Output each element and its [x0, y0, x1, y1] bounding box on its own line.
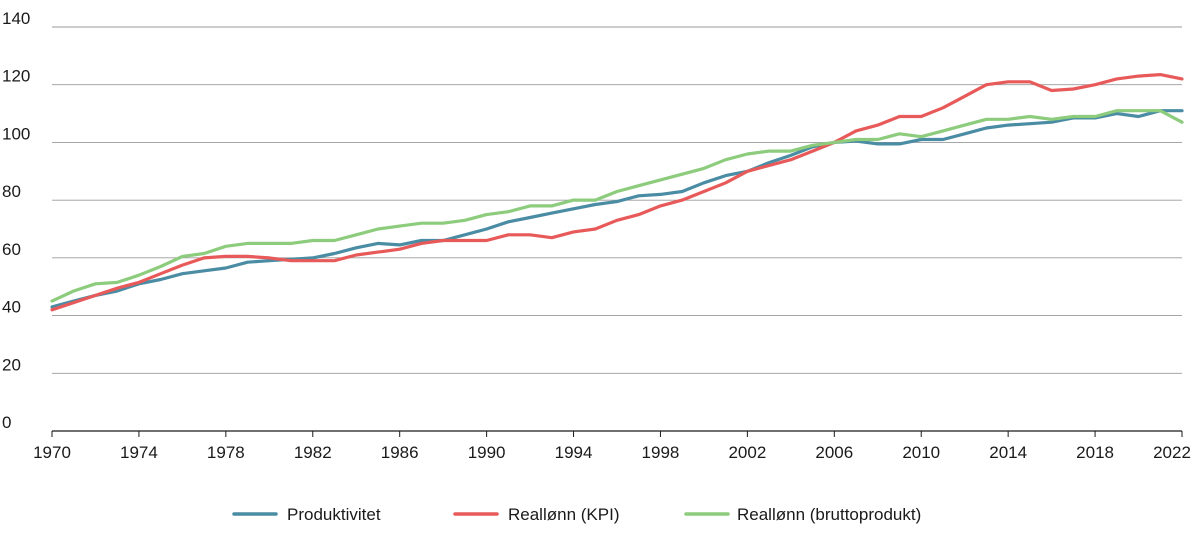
- x-tick-label: 2006: [815, 443, 853, 462]
- legend-label: Reallønn (bruttoprodukt): [737, 505, 921, 524]
- x-tick-label: 1970: [33, 443, 71, 462]
- x-tick-label: 1974: [120, 443, 158, 462]
- x-tick-label: 1978: [207, 443, 245, 462]
- legend-item: Produktivitet: [232, 505, 381, 524]
- series-line-produktivitet: [50, 109, 1184, 309]
- x-tick-label: 2010: [902, 443, 940, 462]
- x-tick-label: 2002: [728, 443, 766, 462]
- y-axis-ticks: 0 20 40 60 80 100 120 140: [2, 9, 30, 432]
- legend: Produktivitet Reallønn (KPI) Reallønn (bru…: [232, 505, 921, 524]
- legend-label: Produktivitet: [287, 505, 381, 524]
- x-tick-label: 2014: [989, 443, 1027, 462]
- y-tick-label: 120: [2, 67, 30, 86]
- x-tick-label: 2018: [1076, 443, 1114, 462]
- x-tick-label: 1994: [555, 443, 593, 462]
- y-tick-label: 0: [2, 413, 11, 432]
- legend-item: Reallønn (KPI): [453, 505, 619, 524]
- y-tick-label: 40: [2, 298, 21, 317]
- grid-lines: [52, 26, 1182, 432]
- legend-label: Reallønn (KPI): [508, 505, 619, 524]
- x-tick-label: 1998: [642, 443, 680, 462]
- series-line-reall-nn-kpi: [50, 72, 1184, 312]
- x-tick-label: 1990: [468, 443, 506, 462]
- y-tick-label: 140: [2, 9, 30, 28]
- x-tick-label: 2022: [1153, 443, 1191, 462]
- legend-item: Reallønn (bruttoprodukt): [684, 505, 921, 524]
- y-tick-label: 100: [2, 124, 30, 143]
- y-tick-label: 20: [2, 355, 21, 374]
- y-tick-label: 80: [2, 182, 21, 201]
- x-tick-label: 1986: [381, 443, 419, 462]
- series-lines: [50, 72, 1184, 312]
- x-tick-label: 1982: [294, 443, 332, 462]
- x-axis-ticks: 1970 1974 1978 1982 1986 1990 1994 1998 2002 2006…: [33, 431, 1191, 462]
- y-tick-label: 60: [2, 240, 21, 259]
- series-line-reall-nn-bruttoprodukt: [50, 109, 1184, 303]
